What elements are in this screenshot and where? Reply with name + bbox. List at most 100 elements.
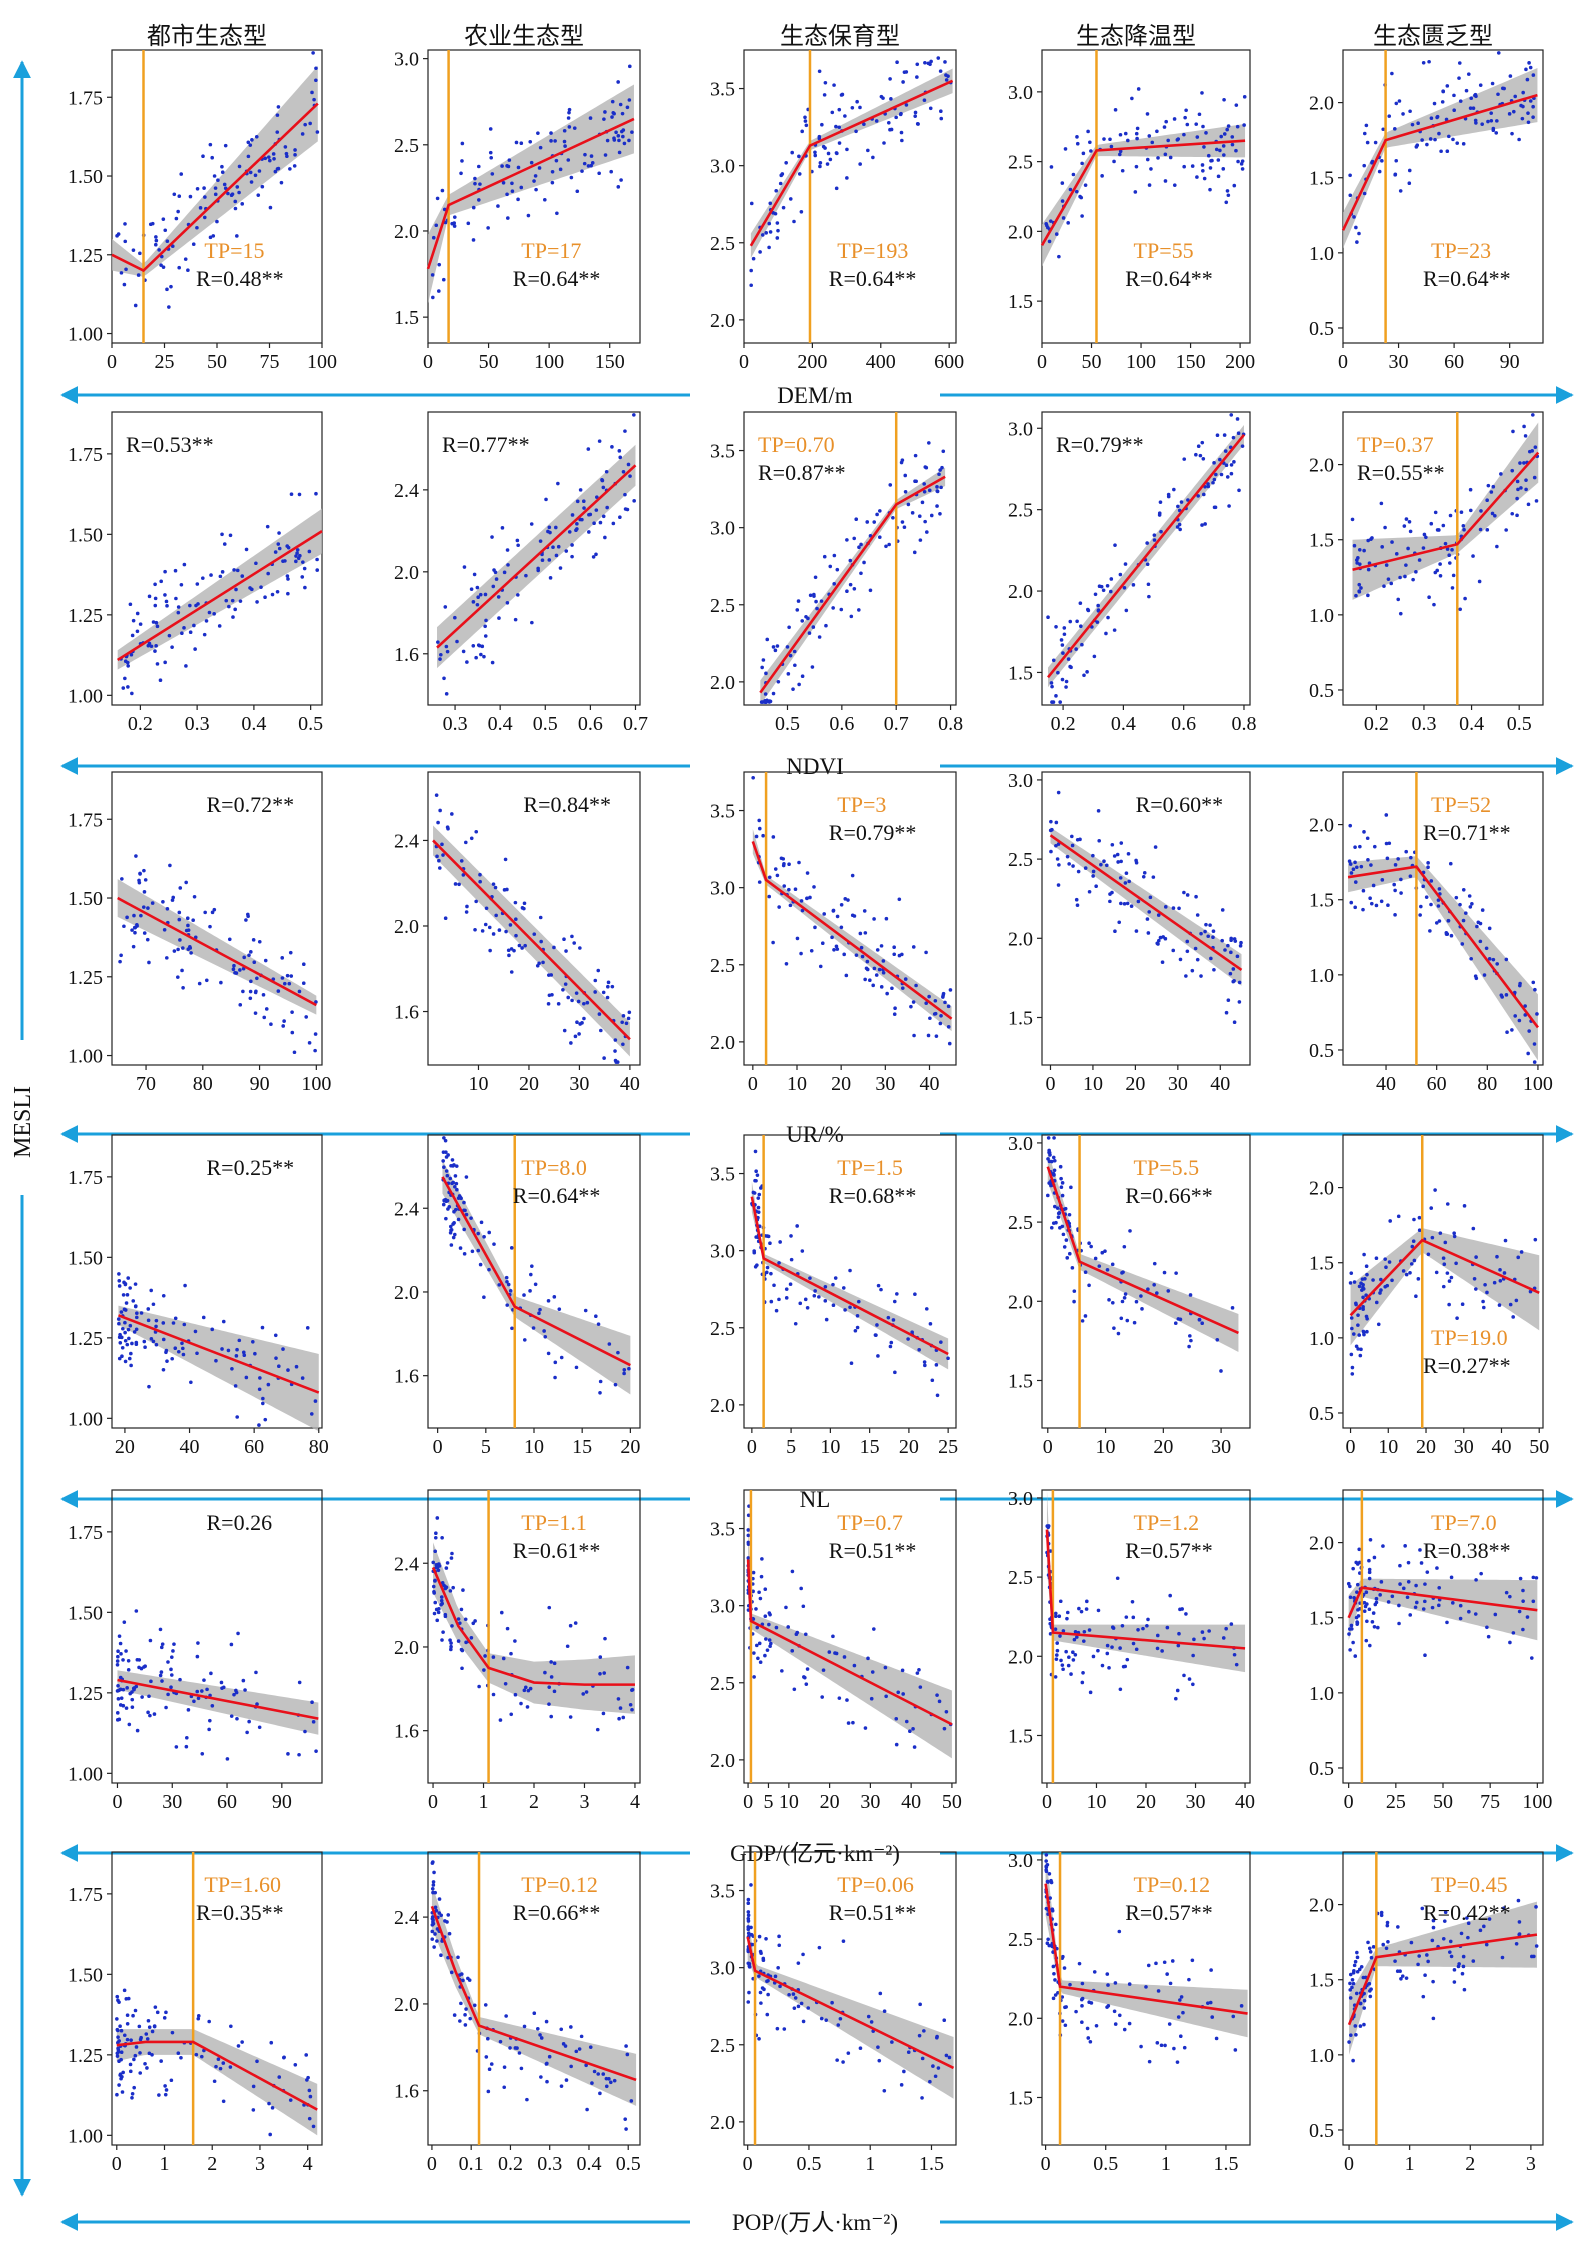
data-point — [914, 479, 918, 484]
data-point — [898, 112, 903, 117]
data-point — [1165, 1972, 1169, 1976]
data-point — [1080, 2020, 1084, 2025]
data-point — [260, 1325, 265, 1330]
data-point — [808, 895, 812, 900]
data-point — [761, 833, 765, 838]
data-point — [501, 181, 506, 185]
data-point — [492, 1242, 496, 1246]
tp-label: TP=1.1 — [521, 1510, 587, 1535]
data-point — [1379, 1288, 1383, 1292]
y-tick-label: 2.0 — [710, 1395, 735, 1417]
data-point — [1381, 1544, 1385, 1548]
data-point — [1452, 93, 1456, 98]
data-point — [196, 1696, 201, 1701]
data-point — [173, 568, 178, 573]
data-point — [154, 620, 159, 625]
data-point — [1237, 980, 1242, 985]
data-point — [792, 649, 797, 654]
data-point — [289, 492, 294, 497]
data-point — [564, 949, 568, 953]
data-point — [117, 2039, 121, 2043]
data-point — [238, 1003, 243, 1007]
data-point — [1364, 1293, 1368, 1297]
data-point — [1096, 603, 1100, 608]
data-point — [533, 174, 538, 178]
data-point — [1064, 1649, 1068, 1654]
data-point — [198, 206, 203, 210]
y-tick-label: 1.5 — [1008, 2087, 1033, 2109]
data-point — [753, 1264, 758, 1269]
data-point — [946, 1356, 950, 1361]
data-point — [458, 1621, 462, 1625]
data-point — [163, 593, 167, 597]
data-point — [451, 1585, 455, 1590]
data-point — [1236, 431, 1241, 436]
data-point — [751, 1570, 756, 1575]
data-point — [569, 2025, 573, 2029]
data-point — [849, 1361, 854, 1366]
data-point — [267, 2101, 271, 2106]
data-point — [244, 1375, 249, 1380]
data-point — [463, 840, 468, 845]
data-point — [580, 169, 584, 173]
data-point — [1376, 1625, 1380, 1630]
data-point — [1394, 101, 1399, 106]
data-point — [1484, 1942, 1489, 1947]
data-point — [1461, 1954, 1466, 1959]
data-point — [441, 1202, 446, 1207]
x-tick-label: 0.6 — [1171, 713, 1196, 735]
data-point — [1157, 513, 1162, 517]
data-point — [550, 180, 555, 185]
data-point — [1401, 1586, 1406, 1591]
data-point — [1113, 108, 1118, 112]
data-point — [275, 589, 280, 594]
data-point — [172, 949, 177, 953]
data-point — [136, 273, 141, 277]
data-point — [894, 1742, 899, 1747]
confidence-band — [760, 467, 946, 705]
data-point — [589, 154, 594, 158]
data-point — [202, 632, 207, 637]
data-point — [507, 953, 511, 958]
data-point — [216, 178, 220, 182]
data-point — [1151, 875, 1156, 879]
r-label: R=0.38** — [1423, 1538, 1511, 1563]
data-point — [597, 171, 601, 176]
data-point — [313, 1048, 317, 1053]
data-point — [830, 110, 835, 115]
data-point — [1480, 908, 1485, 912]
data-point — [1239, 940, 1243, 945]
data-point — [1054, 1657, 1059, 1661]
data-point — [1439, 149, 1443, 154]
data-point — [1077, 1606, 1081, 1611]
data-point — [591, 555, 596, 559]
data-point — [1419, 904, 1423, 909]
data-point — [764, 1637, 768, 1641]
y-tick-label: 1.6 — [394, 1366, 419, 1388]
data-point — [1106, 615, 1110, 620]
data-point — [436, 1610, 441, 1615]
data-point — [154, 1342, 159, 1347]
fit-line — [1044, 1883, 1248, 2015]
data-point — [875, 1323, 879, 1327]
data-point — [1186, 498, 1190, 502]
fit-line — [1347, 865, 1539, 1029]
data-point — [566, 995, 571, 1000]
x-tick-label: 0 — [748, 1073, 758, 1095]
data-point — [1140, 1307, 1144, 1311]
data-point — [1146, 1617, 1150, 1622]
data-point — [120, 2090, 125, 2094]
data-point — [131, 944, 136, 949]
data-point — [470, 1249, 475, 1254]
data-point — [859, 945, 864, 950]
data-point — [543, 1670, 547, 1675]
data-point — [503, 1681, 508, 1686]
data-point — [1358, 2024, 1363, 2028]
data-point — [250, 138, 254, 142]
data-point — [248, 143, 253, 147]
data-point — [1461, 142, 1466, 146]
data-point — [854, 517, 859, 521]
data-point — [1208, 187, 1212, 192]
data-point — [130, 928, 134, 932]
data-point — [912, 1745, 917, 1749]
